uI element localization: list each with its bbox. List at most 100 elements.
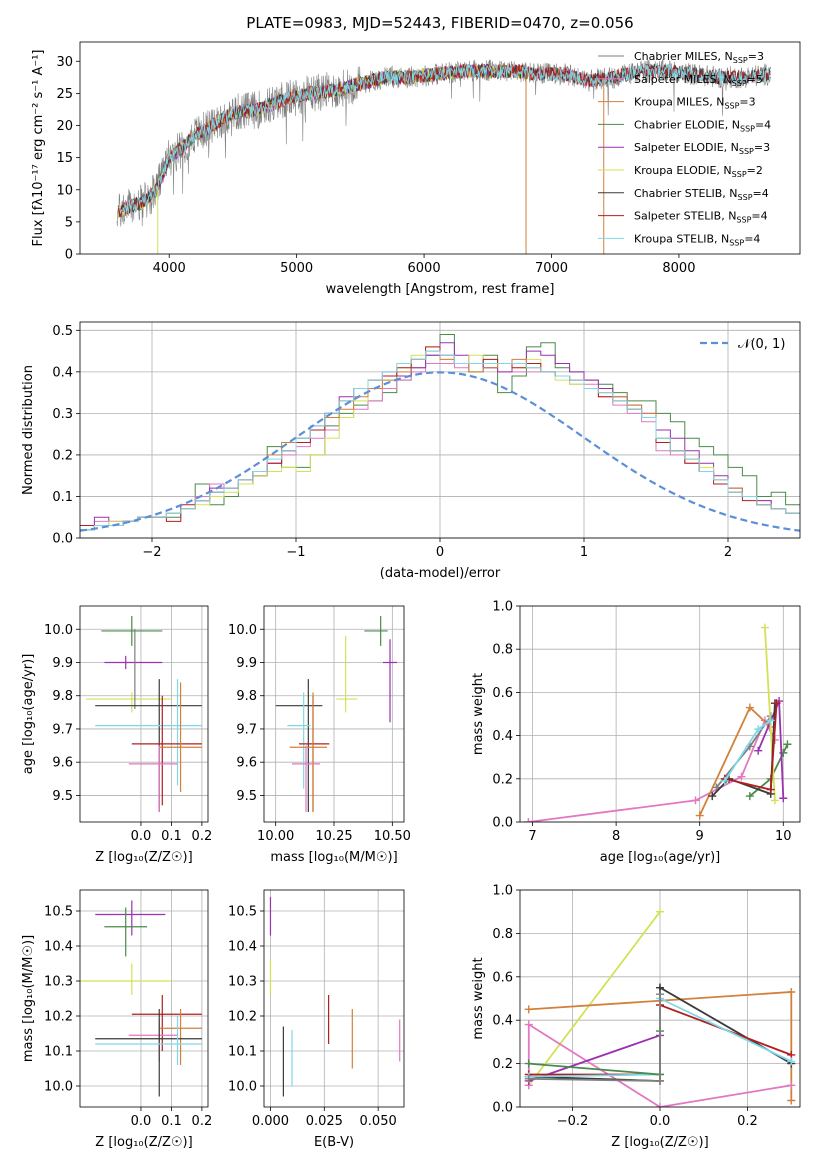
x-tick-label: 0.050: [360, 1114, 397, 1129]
y-axis-label: age [log₁₀(age/yr)]: [21, 654, 36, 775]
weight-marker-salpeter-miles: [787, 1081, 796, 1090]
y-tick-label: 10.4: [228, 940, 257, 955]
y-tick-label: 9.5: [236, 789, 257, 804]
x-tick-label: 10.25: [315, 829, 352, 844]
weight-marker-kroupa-stelib: [766, 716, 775, 725]
y-tick-label: 25: [56, 87, 73, 102]
y-tick-label: 0.3: [52, 407, 73, 422]
y-tick-label: 0.8: [492, 927, 513, 942]
legend-normal-label: 𝒩(0, 1): [738, 337, 785, 352]
y-tick-label: 9.6: [52, 756, 73, 771]
panel-weight_vs_age: 7 8 9 10 0.0 0.2 0.4 0.6 0.8 1.0 age [log₁₀(age/yr…: [471, 600, 801, 865]
y-tick-label: 9.5: [52, 789, 73, 804]
x-tick-label: 0.025: [306, 1114, 343, 1129]
y-tick-label: 10.0: [228, 623, 257, 638]
weight-marker-chabrier-stelib: [708, 792, 717, 801]
x-tick-label: 10.00: [257, 829, 294, 844]
x-axis-label: wavelength [Angstrom, rest frame]: [326, 282, 555, 297]
legend-entry: Salpeter ELODIE, NSSP=3: [634, 141, 770, 156]
x-tick-label: 0: [436, 545, 444, 560]
x-tick-label: 0.0: [131, 1114, 152, 1129]
weight-marker-salpeter-miles: [524, 818, 533, 822]
weight-marker-kroupa-elodie: [770, 796, 779, 805]
legend-entry: Kroupa STELIB, NSSP=4: [634, 232, 760, 247]
weight-marker-salpeter-miles: [691, 796, 700, 805]
weight-line-kroupa-stelib: [724, 719, 772, 782]
x-tick-label: 1: [580, 545, 588, 560]
weight-marker-salpeter-miles: [524, 1020, 533, 1029]
x-axis-label: Z [log₁₀(Z/Z☉)]: [95, 1135, 192, 1150]
x-axis-label: Z [log₁₀(Z/Z☉)]: [95, 850, 192, 865]
axes-frame: [519, 605, 801, 823]
weight-line-kroupa-elodie: [764, 627, 776, 801]
weight-marker-chabrier-miles: [656, 990, 664, 999]
y-tick-label: 9.7: [52, 722, 73, 737]
y-tick-label: 9.9: [236, 656, 257, 671]
x-tick-label: 0.0: [650, 1114, 671, 1129]
y-tick-label: 0: [65, 248, 73, 263]
y-tick-label: 0.0: [492, 816, 513, 831]
y-tick-label: 0.4: [492, 1014, 513, 1029]
x-tick-label: 8000: [662, 261, 695, 276]
histogram-kroupa-stelib: [80, 350, 800, 531]
weight-marker-kroupa-miles: [787, 987, 796, 996]
plot-area: [116, 59, 771, 254]
x-tick-label: 8: [612, 829, 620, 844]
x-tick-label: 0.2: [737, 1114, 758, 1129]
y-tick-label: 15: [56, 151, 73, 166]
legend-entry: Chabrier STELIB, NSSP=4: [634, 187, 769, 202]
x-tick-label: 10.50: [374, 829, 411, 844]
y-tick-label: 5: [65, 215, 73, 230]
y-tick-label: 10.1: [228, 1045, 257, 1060]
x-tick-label: 0.1: [161, 1114, 182, 1129]
y-tick-label: 9.6: [236, 756, 257, 771]
y-axis-label: mass weight: [471, 673, 486, 755]
x-tick-label: −1: [286, 545, 305, 560]
y-axis-label: Normed distribution: [21, 365, 36, 495]
y-tick-label: 0.0: [492, 1101, 513, 1116]
figure-title: PLATE=0983, MJD=52443, FIBERID=0470, z=0…: [246, 14, 633, 32]
y-tick-label: 10.0: [228, 1080, 257, 1095]
plot-area: [86, 615, 202, 813]
histogram-kroupa-elodie: [80, 346, 800, 527]
y-tick-label: 9.9: [52, 656, 73, 671]
panel-mass_vs_Z: 0.0 0.1 0.2 10.0 10.1 10.2 10.3 10.4 10.5 Z [log₁…: [21, 889, 213, 1150]
y-tick-label: 0.4: [52, 365, 73, 380]
weight-line-kroupa-elodie: [528, 911, 661, 1086]
x-tick-label: 0.2: [192, 1114, 213, 1129]
x-tick-label: 0.2: [192, 829, 213, 844]
panel-spectrum: 4000 5000 6000 7000 8000 0 5 10 15 20 25 30 waveleng…: [31, 41, 801, 297]
weight-marker-salpeter-stelib: [772, 699, 781, 708]
y-tick-label: 0.6: [492, 970, 513, 985]
y-tick-label: 10.1: [44, 1045, 73, 1060]
y-tick-label: 0.1: [52, 490, 73, 505]
y-tick-label: 10.2: [44, 1010, 73, 1025]
weight-marker-kroupa-miles: [787, 1096, 796, 1105]
y-tick-label: 0.5: [52, 324, 73, 339]
spectrum-legend: Chabrier MILES, NSSP=3 Salpeter MILES, NS…: [598, 50, 771, 247]
y-tick-label: 10.3: [228, 975, 257, 990]
plot-area: [524, 907, 796, 1107]
axes-frame: [79, 889, 209, 1108]
weight-marker-chabrier-miles: [524, 1074, 533, 1083]
x-axis-label: E(B-V): [314, 1135, 354, 1150]
x-axis-label: (data-model)/error: [380, 566, 501, 581]
weight-marker-kroupa-miles: [524, 1005, 533, 1014]
normal-curve: [80, 371, 800, 532]
y-tick-label: 0.0: [52, 532, 73, 547]
x-axis-label: mass [log₁₀(M/M☉)]: [270, 850, 397, 865]
weight-marker-chabrier-miles: [656, 1076, 664, 1085]
x-axis-label: age [log₁₀(age/yr)]: [600, 850, 721, 865]
x-tick-label: 0.000: [252, 1114, 289, 1129]
weight-marker-kroupa-elodie: [656, 907, 664, 916]
axes-frame: [263, 889, 405, 1108]
x-tick-label: 0.1: [161, 829, 182, 844]
x-tick-label: −0.2: [557, 1114, 589, 1129]
weight-marker-chabrier-elodie: [783, 740, 792, 749]
y-tick-label: 0.2: [492, 772, 513, 787]
weight-marker-salpeter-elodie: [754, 746, 763, 755]
weight-marker-salpeter-miles: [737, 772, 746, 781]
panel-age_vs_Z: 0.0 0.1 0.2 9.5 9.6 9.7 9.8 9.9 10.0 Z [log₁₀(Z/Z…: [21, 605, 213, 865]
y-axis-label: mass weight: [471, 957, 486, 1039]
